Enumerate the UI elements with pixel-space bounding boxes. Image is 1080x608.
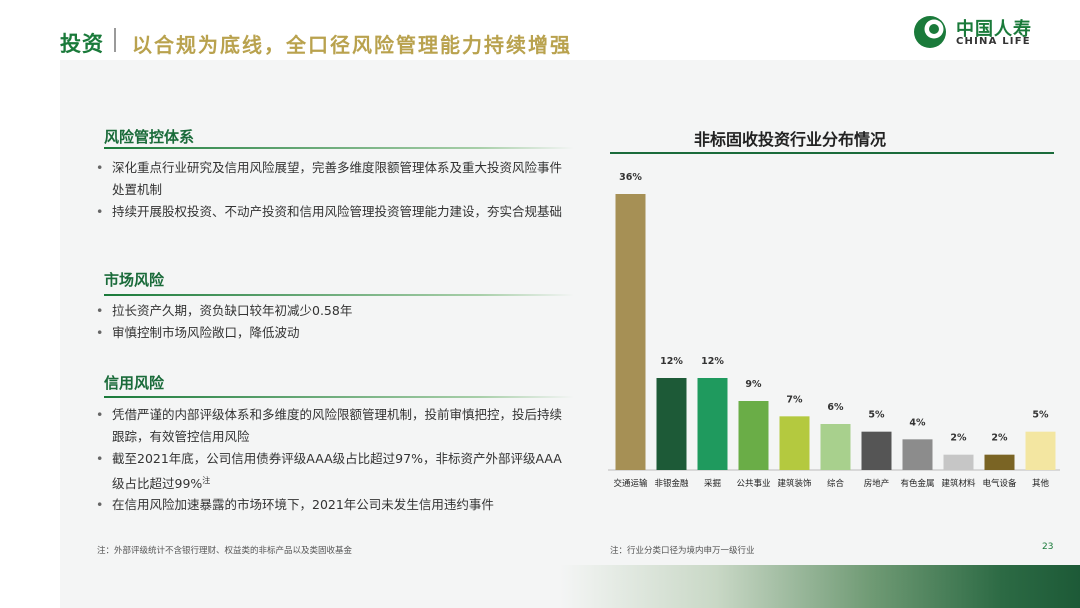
section-underline — [104, 147, 574, 149]
bullet-text: 持续开展股权投资、不动产投资和信用风险管理投资管理能力建设，夯实合规基础 — [112, 204, 563, 219]
bullet-dot: • — [96, 325, 104, 340]
title-separator — [114, 28, 116, 52]
chart-title: 非标固收投资行业分布情况 — [693, 130, 886, 149]
bullet-text: 深化重点行业研究及信用风险展望，完善多维度限额管理体系及重大投资风险事件处置机制 — [112, 160, 563, 197]
bullet-dot: • — [96, 451, 104, 466]
section-title-credit-risk: 信用风险 — [104, 374, 165, 392]
bar-value-label: 7% — [786, 394, 803, 405]
bullet-dot: • — [96, 407, 104, 422]
china-life-logo-icon — [914, 16, 946, 48]
bullet-text: 凭借严谨的内部评级体系和多维度的风险限额管理机制，投前审慎把控，投后持续跟踪，有… — [112, 407, 563, 444]
bullet-item: • 持续开展股权投资、不动产投资和信用风险管理投资管理能力建设，夯实合规基础 — [96, 201, 566, 223]
category-tick-label: 建筑材料 — [941, 478, 976, 489]
category-tick-label: 采掘 — [704, 478, 721, 489]
bar-value-label: 36% — [619, 172, 642, 183]
bar-2 — [656, 378, 687, 470]
bar-value-label: 5% — [868, 410, 885, 421]
category-tick-label: 电气设备 — [982, 478, 1017, 489]
bullet-item: • 在信用风险加速暴露的市场环境下，2021年公司未发生信用违约事件 — [96, 494, 566, 516]
left-footnote: 注：外部评级统计不含银行理财、权益类的非标产品以及类固收基金 — [97, 546, 353, 556]
bar-5 — [779, 416, 810, 470]
section-title-risk-control: 风险管控体系 — [104, 128, 195, 146]
bullet-text: 审慎控制市场风险敞口，降低波动 — [112, 325, 300, 340]
bar-9 — [943, 454, 974, 470]
section-underline — [104, 294, 574, 296]
header-bar: 投资 以合规为底线，全口径风险管理能力持续增强 中国人寿 CHINA LIFE — [0, 0, 1080, 60]
bar-value-label: 2% — [950, 433, 967, 444]
bullet-dot: • — [96, 497, 104, 512]
bar-11 — [1025, 431, 1056, 470]
bullet-dot: • — [96, 160, 104, 175]
bar-4 — [738, 401, 769, 470]
bar-6 — [820, 424, 851, 470]
bullet-item: • 截至2021年底，公司信用债券评级AAA级占比超过97%，非标资产外部评级A… — [96, 448, 566, 495]
category-tick-label: 交通运输 — [613, 478, 648, 489]
section-title-market-risk: 市场风险 — [104, 271, 165, 289]
bar-7 — [861, 431, 892, 470]
category-tick-label: 综合 — [827, 478, 845, 489]
bullet-item: • 深化重点行业研究及信用风险展望，完善多维度限额管理体系及重大投资风险事件处置… — [96, 157, 566, 201]
bar-value-label: 4% — [909, 417, 926, 428]
bullet-item: • 凭借严谨的内部评级体系和多维度的风险限额管理机制，投前审慎把控，投后持续跟踪… — [96, 404, 566, 448]
bullet-text-main: 截至2021年底，公司信用债券评级AAA级占比超过97%，非标资产外部评级AAA… — [112, 451, 562, 492]
bar-value-label: 6% — [827, 402, 844, 413]
decorative-gradient-band — [560, 565, 1080, 608]
logo-chinese-text: 中国人寿 — [956, 19, 1032, 40]
bullet-dot: • — [96, 303, 104, 318]
bar-value-label: 9% — [745, 379, 762, 390]
category-tick-label: 有色金属 — [900, 478, 934, 489]
bar-10 — [984, 454, 1015, 470]
bullet-text: 在信用风险加速暴露的市场环境下，2021年公司未发生信用违约事件 — [112, 497, 494, 512]
bar-value-label: 5% — [1032, 410, 1049, 421]
bar-value-label: 12% — [701, 356, 724, 367]
category-tick-label: 建筑装饰 — [777, 478, 812, 489]
page-title: 投资 — [60, 32, 104, 56]
bar-value-label: 12% — [660, 356, 683, 367]
section-underline — [104, 396, 574, 398]
page-number: 23 — [1042, 542, 1054, 552]
bar-chart: 36% 交通运输 12% 非银金融 12% 采掘 9% 公共事业 7% 建筑装饰 6% 综合 5% 房地产… — [608, 172, 1060, 489]
category-tick-label: 其他 — [1032, 478, 1050, 489]
bullet-text: 截至2021年底，公司信用债券评级AAA级占比超过97%，非标资产外部评级AAA… — [96, 448, 566, 495]
category-tick-label: 公共事业 — [736, 478, 770, 489]
bar-value-label: 2% — [991, 433, 1008, 444]
chart-title-underline — [610, 152, 1054, 154]
bar-3 — [697, 378, 728, 470]
bullet-text: 拉长资产久期，资负缺口较年初减少0.58年 — [112, 303, 353, 318]
bullet-dot: • — [96, 204, 104, 219]
footnote-marker: 注 — [202, 476, 211, 485]
page-subtitle: 以合规为底线，全口径风险管理能力持续增强 — [132, 33, 572, 57]
content-area: 风险管控体系 • 深化重点行业研究及信用风险展望，完善多维度限额管理体系及重大投… — [60, 60, 1080, 608]
bar-8 — [902, 439, 933, 470]
category-tick-label: 非银金融 — [654, 478, 689, 489]
bullet-item: • 审慎控制市场风险敞口，降低波动 — [96, 322, 566, 344]
china-life-logo: 中国人寿 CHINA LIFE — [912, 14, 1052, 50]
bullet-item: • 拉长资产久期，资负缺口较年初减少0.58年 — [96, 300, 566, 322]
bar-1 — [615, 194, 646, 470]
category-tick-label: 房地产 — [864, 478, 890, 489]
right-footnote: 注：行业分类口径为境内申万一级行业 — [610, 546, 755, 556]
logo-english-text: CHINA LIFE — [956, 36, 1031, 47]
